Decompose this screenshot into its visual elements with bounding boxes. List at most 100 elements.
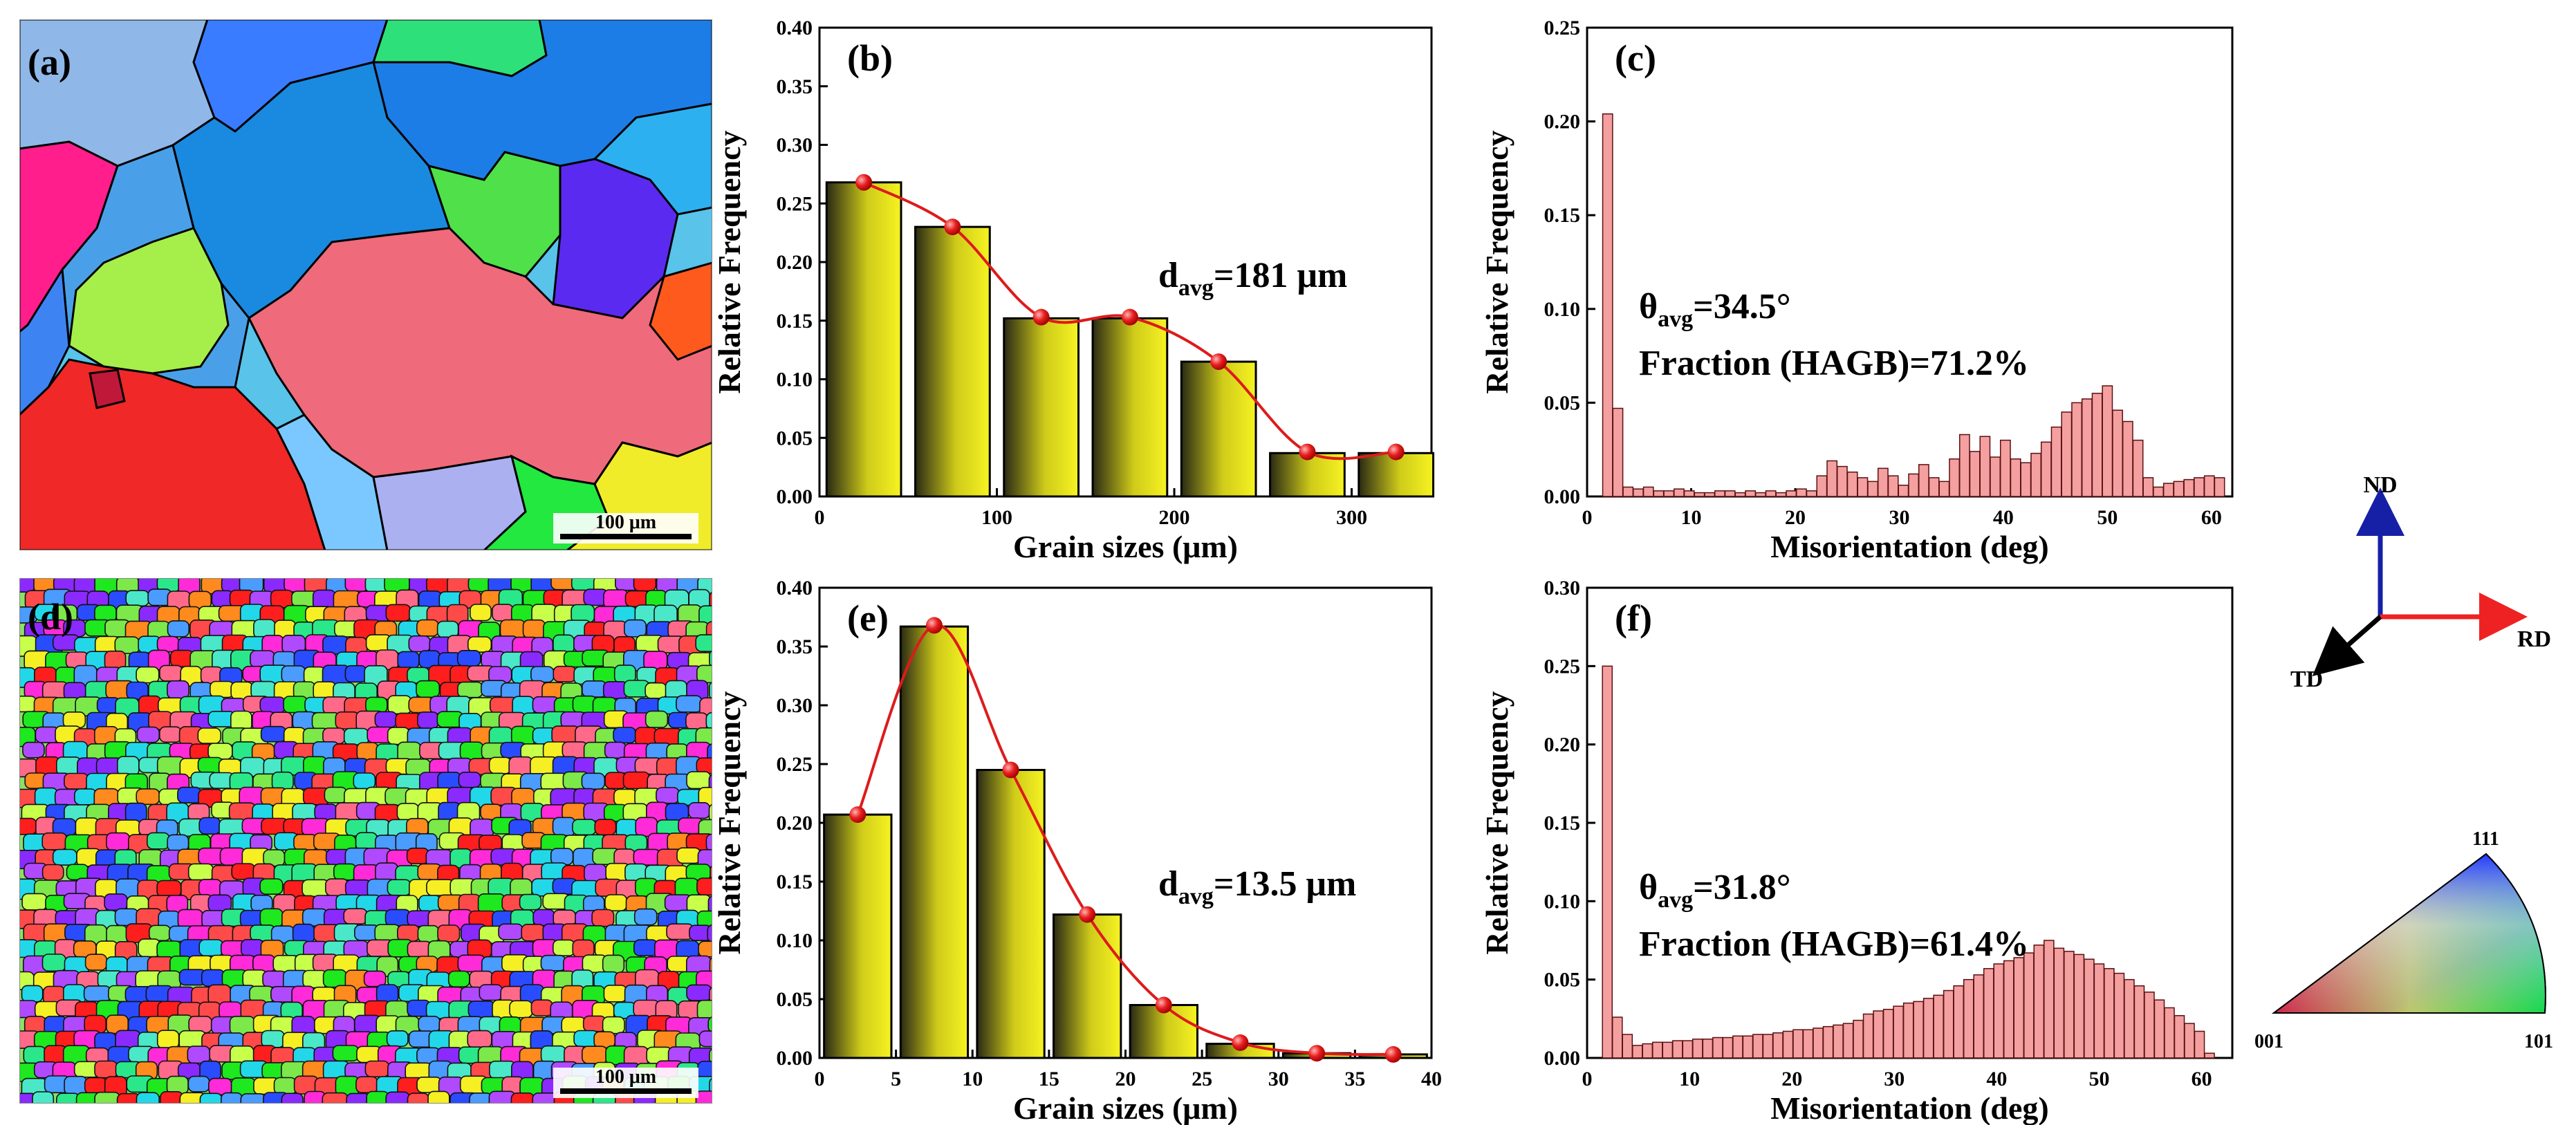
hist-bar — [2194, 477, 2205, 497]
hist-bar — [1993, 963, 2005, 1059]
fine-grain — [232, 1107, 259, 1125]
fine-grain — [397, 651, 420, 669]
hist-bar — [2162, 483, 2174, 497]
td-label: TD — [2290, 667, 2323, 692]
y-tick-label: 0.10 — [1544, 298, 1581, 321]
fine-grain — [709, 1048, 712, 1064]
fine-grain — [709, 956, 712, 976]
hist-bar — [1611, 1016, 1623, 1059]
hist-bar — [2173, 481, 2185, 497]
fine-grain — [397, 1108, 424, 1125]
hist-bar — [1796, 488, 1807, 497]
x-tick-label: 35 — [1344, 1068, 1365, 1090]
fine-grain — [686, 984, 712, 1001]
x-tick-label: 50 — [2097, 506, 2118, 529]
y-tick-label: 0.15 — [777, 310, 813, 333]
y-tick-label: 0.35 — [777, 75, 813, 98]
fit-point — [849, 806, 867, 824]
fine-grain — [698, 1030, 712, 1048]
fine-grain — [416, 712, 439, 729]
hist-bar — [2194, 1030, 2205, 1059]
hist-bar — [1802, 1029, 1814, 1059]
fine-grain — [591, 909, 615, 927]
bar — [914, 225, 991, 498]
hist-bar — [1602, 113, 1613, 497]
hist-bar — [2030, 452, 2042, 497]
fine-grain — [83, 985, 111, 1002]
hist-bar — [1712, 1036, 1723, 1059]
fine-grain — [718, 666, 741, 686]
hist-bar — [1652, 1041, 1663, 1059]
fine-grain — [572, 819, 597, 836]
fine-grain — [260, 725, 287, 743]
fine-grain — [24, 1109, 49, 1125]
hist-bar — [1762, 1034, 1774, 1059]
hist-bar — [1949, 458, 1961, 497]
fine-grain — [343, 908, 368, 924]
fine-grain — [344, 578, 369, 592]
hist-bar — [1867, 481, 1879, 497]
hist-bar — [1765, 490, 1777, 497]
fine-grain — [376, 984, 399, 1004]
hist-bar — [1983, 968, 1994, 1059]
hist-bar — [1882, 1008, 1894, 1059]
fine-grain — [564, 1108, 586, 1124]
ebsd-map-d: 100 μm — [19, 578, 741, 1125]
fine-grain — [167, 680, 189, 699]
fine-grain — [293, 1106, 315, 1125]
fine-grain — [416, 619, 439, 637]
fine-grain — [594, 819, 617, 836]
fine-grain — [645, 682, 667, 699]
y-tick-label: 0.00 — [777, 485, 813, 508]
hist-bar — [1642, 486, 1654, 497]
fine-grain — [88, 1107, 113, 1125]
fine-grain — [356, 742, 379, 761]
fine-grain — [481, 1108, 509, 1124]
y-tick-label: 0.20 — [777, 812, 813, 835]
fine-grain — [45, 1108, 66, 1124]
hist-bar — [2091, 393, 2103, 497]
y-tick-label: 0.10 — [777, 369, 813, 391]
fine-grain — [19, 696, 37, 713]
hist-bar — [2203, 475, 2215, 497]
fit-point — [1121, 308, 1138, 326]
y-tick-label: 0.10 — [777, 929, 813, 952]
scale-bar-label: 100 μm — [595, 512, 656, 533]
fine-grain — [384, 909, 411, 927]
fine-grain — [458, 772, 481, 788]
hist-bar — [1806, 490, 1817, 497]
x-tick-label: 20 — [1785, 506, 1806, 529]
hist-bar — [1662, 1041, 1674, 1059]
fine-grain — [581, 772, 606, 790]
stat-annotation: θavg=34.5° — [1639, 287, 1791, 332]
fine-grain — [198, 939, 224, 957]
hist-bar — [1612, 407, 1624, 497]
fine-grain — [695, 634, 712, 652]
hist-bar — [2010, 458, 2021, 497]
bar — [1091, 317, 1169, 498]
fine-grain — [459, 741, 484, 761]
fit-point — [1308, 1045, 1326, 1062]
fine-grain — [322, 1092, 349, 1104]
fine-grain — [582, 1106, 606, 1124]
ipf-label-001: 001 — [2254, 1031, 2283, 1052]
hist-bar — [2174, 1015, 2185, 1059]
fine-grain-mosaic — [19, 578, 741, 1125]
chart-b-grain-size: 0.00 0.05 0.10 0.15 0.20 0.25 0.30 0.35 0.40 0 100… — [712, 17, 1435, 564]
fine-grain — [437, 924, 461, 942]
fit-point — [944, 219, 961, 236]
hagb-annotation: Fraction (HAGB)=61.4% — [1639, 924, 2029, 964]
fine-grain — [427, 1090, 450, 1104]
hist-bar — [1999, 439, 2011, 497]
fine-grain — [273, 1077, 297, 1095]
fine-grain — [156, 1030, 180, 1050]
plot-frame — [1586, 26, 2234, 498]
fine-grain — [552, 939, 575, 957]
fit-point — [1232, 1034, 1249, 1051]
fine-grain — [417, 924, 440, 943]
fine-grain — [695, 1090, 712, 1104]
fine-grain — [582, 680, 607, 698]
fine-grain — [19, 1000, 39, 1019]
fine-grain — [696, 664, 712, 684]
fine-grain — [667, 1108, 690, 1125]
